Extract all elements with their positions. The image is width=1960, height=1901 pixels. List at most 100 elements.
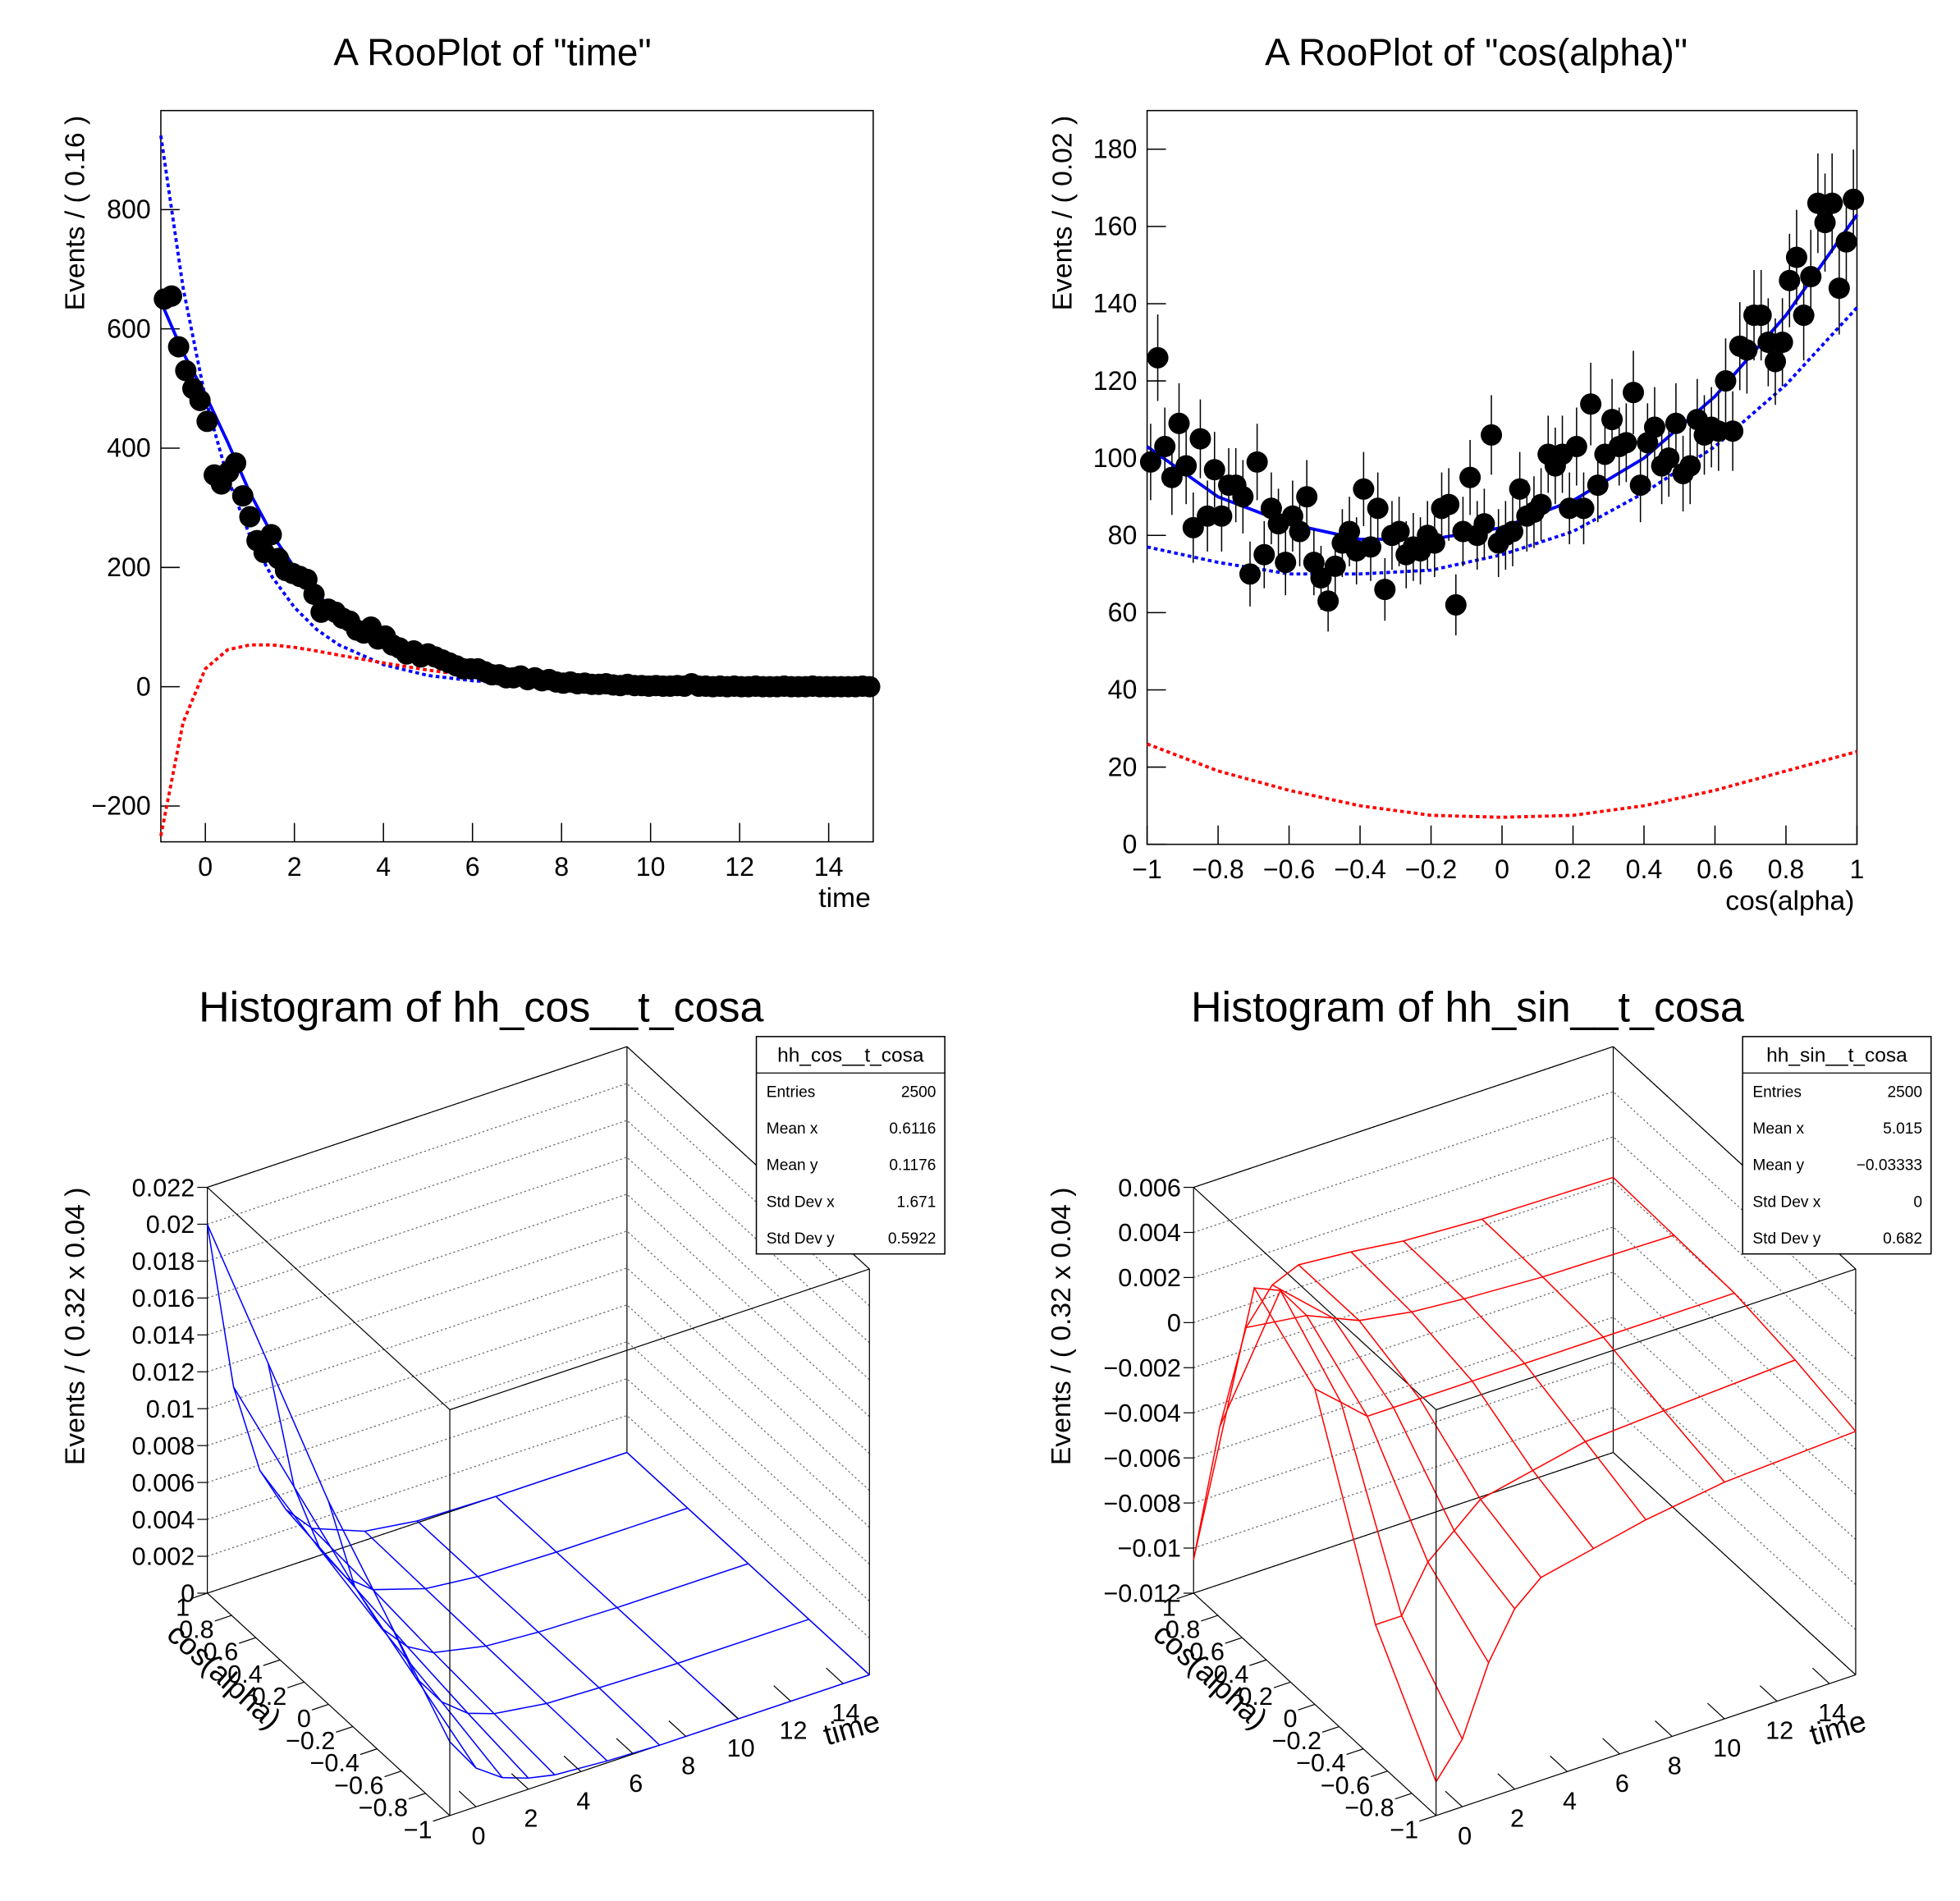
z-tick-label: −0.008: [1103, 1490, 1180, 1518]
x-tick-label: 4: [576, 1787, 590, 1815]
x-tick-label: 8: [554, 852, 569, 882]
data-point: [1764, 350, 1787, 373]
data-point: [1623, 382, 1645, 404]
x-axis-title: time: [818, 883, 871, 914]
data-point: [1779, 269, 1801, 291]
z-tick-label: 0.02: [146, 1211, 195, 1239]
data-point: [1785, 246, 1807, 268]
x-tick: [1759, 1685, 1778, 1702]
data-point: [1679, 455, 1701, 477]
y-tick-label: 600: [107, 314, 151, 343]
y-tick: [1225, 1637, 1243, 1644]
x-tick-label: 0.8: [1768, 854, 1805, 884]
x-tick-label: −0.2: [1405, 854, 1457, 884]
y-tick-label: 160: [1093, 212, 1138, 241]
stats-label: Entries: [767, 1083, 816, 1101]
y-tick: [190, 1592, 208, 1600]
y-tick-label: −0.2: [1272, 1727, 1321, 1755]
y-tick-label: 0.4: [1214, 1661, 1249, 1688]
data-point: [1601, 409, 1623, 431]
stats-label: Std Dev x: [1752, 1193, 1820, 1211]
y-tick-label: 0: [1122, 829, 1137, 859]
data-point: [1771, 331, 1793, 354]
data-point: [1643, 416, 1665, 438]
y-tick-label: 100: [1093, 443, 1138, 473]
stats-box: [1742, 1036, 1932, 1255]
z-tick-label: −0.004: [1103, 1399, 1180, 1427]
x-tick-label: 2: [287, 852, 302, 882]
data-point: [1139, 451, 1161, 473]
x-tick-label: −1: [1132, 854, 1162, 884]
stats-value: 2500: [1888, 1083, 1923, 1101]
data-point: [1580, 393, 1602, 415]
data-point: [189, 389, 211, 411]
y-tick: [1321, 1725, 1339, 1733]
box-edge: [1613, 1452, 1857, 1675]
x-tick-label: 0: [198, 852, 213, 882]
data-point: [1573, 497, 1595, 520]
data-point: [1658, 447, 1680, 470]
data-point: [1793, 305, 1815, 327]
z-tick-label: 0.006: [132, 1469, 195, 1497]
y-tick-label: 1: [1162, 1594, 1176, 1622]
x-tick-label: 8: [1668, 1752, 1682, 1780]
data-point: [1438, 493, 1460, 515]
data-point: [1722, 420, 1744, 442]
x-tick: [721, 1702, 739, 1720]
x-tick-label: 2: [1510, 1805, 1524, 1833]
y-tick: [1346, 1748, 1364, 1756]
z-tick-label: 0.006: [1118, 1174, 1181, 1202]
z-tick-label: −0.012: [1103, 1580, 1180, 1608]
x-tick-label: −0.4: [1334, 854, 1385, 884]
y-tick-label: 1: [176, 1594, 190, 1622]
z-tick-label: 0.01: [146, 1395, 195, 1423]
y-tick-label: 80: [1108, 520, 1138, 550]
data-point: [1289, 520, 1311, 543]
surface-line: [449, 1674, 870, 1780]
x-tick-label: 8: [681, 1752, 695, 1780]
surface-line: [388, 1619, 809, 1715]
box-edge: [207, 1187, 451, 1410]
x-tick: [1811, 1667, 1830, 1684]
y-tick: [336, 1725, 354, 1733]
stats-value: 0.1176: [889, 1157, 936, 1175]
y-tick-label: 20: [1108, 752, 1138, 781]
surface-line: [1436, 1431, 1857, 1783]
stats-value: 1.671: [897, 1193, 936, 1211]
y-tick-label: 60: [1108, 598, 1138, 627]
y-tick: [1394, 1793, 1413, 1800]
x-tick-label: −0.8: [1192, 854, 1243, 884]
z-tick-label: 0: [181, 1580, 195, 1608]
y-tick-label: −1: [404, 1816, 433, 1844]
data-point: [1317, 590, 1339, 612]
x-tick: [1655, 1720, 1673, 1737]
data-point: [196, 410, 218, 433]
data-point: [1423, 532, 1445, 554]
data-point: [1828, 277, 1850, 300]
data-point: [1232, 486, 1254, 508]
data-point: [859, 676, 881, 698]
chart-title: Histogram of hh_sin__t_cosa: [1191, 983, 1744, 1031]
y-tick-label: −0.4: [1296, 1749, 1345, 1777]
data-point: [1147, 346, 1169, 369]
stats-value: 0: [1913, 1193, 1922, 1211]
data-point: [1154, 436, 1176, 458]
x-tick: [1602, 1738, 1620, 1755]
x-tick-label: 4: [1563, 1787, 1577, 1815]
x-tick-label: 1: [1850, 854, 1865, 884]
z-tick-label: 0.004: [132, 1506, 195, 1534]
data-point: [1821, 192, 1843, 214]
data-point: [1175, 455, 1198, 477]
z-tick-label: 0.022: [132, 1174, 195, 1202]
data-point: [1814, 212, 1836, 234]
data-point: [225, 452, 247, 474]
y-tick-label: −0.8: [359, 1793, 408, 1821]
box-edge: [1436, 1268, 1857, 1411]
data-point: [1367, 497, 1389, 520]
data-point: [1168, 412, 1190, 434]
x-tick: [1707, 1702, 1725, 1720]
data-point: [160, 285, 182, 307]
x-tick: [1445, 1790, 1463, 1807]
data-point: [1324, 555, 1346, 577]
